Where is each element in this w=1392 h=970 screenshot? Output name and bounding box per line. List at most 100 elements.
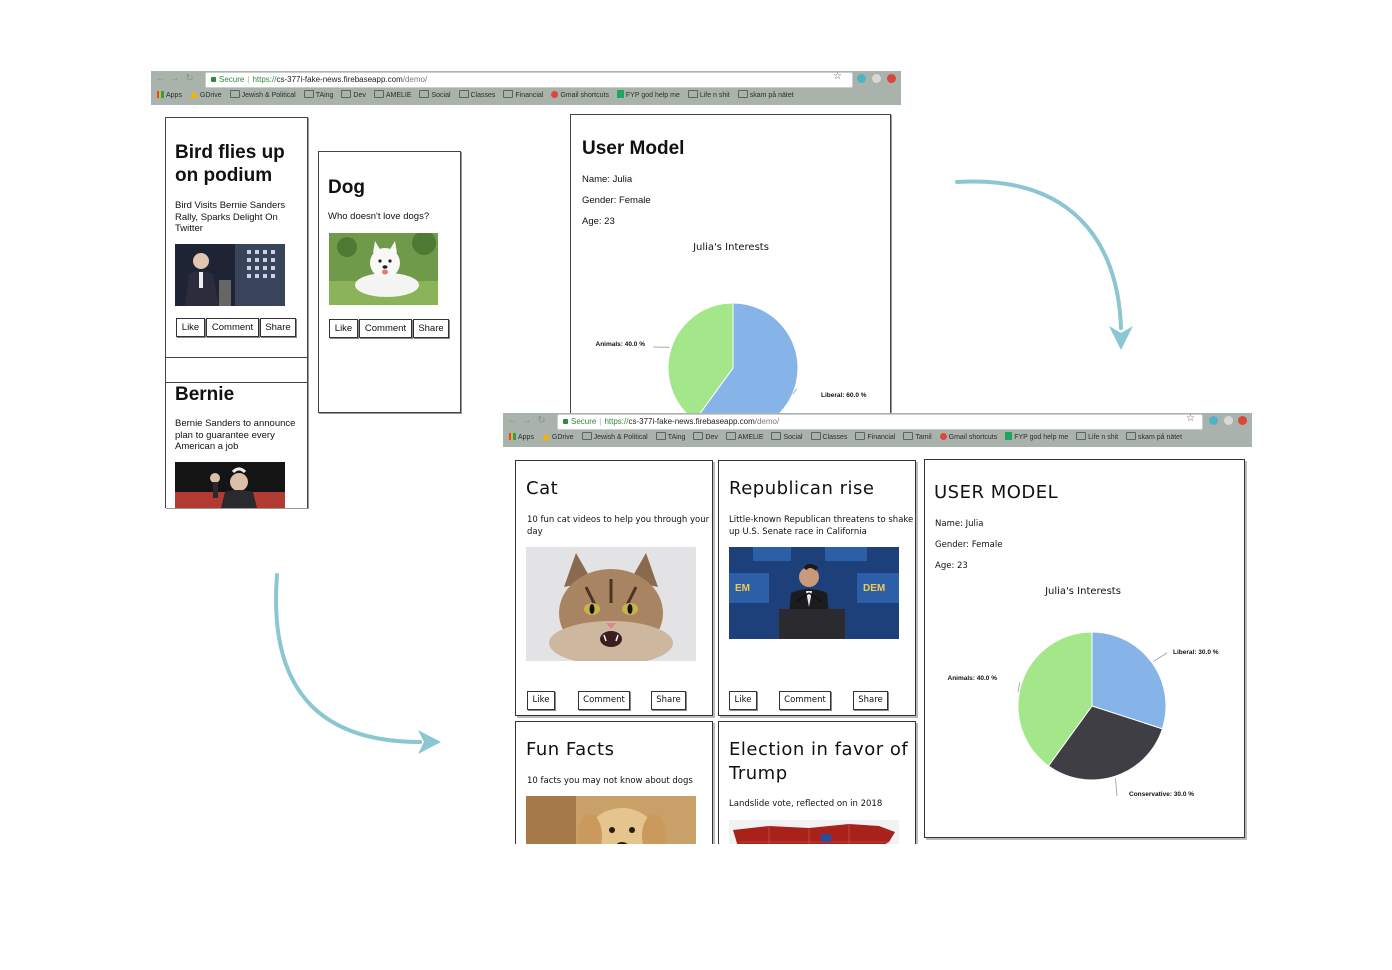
interests-pie-chart: Liberal: 60.0 % Animals: 40.0 % <box>596 302 867 415</box>
bookmark-gdrive[interactable]: GDrive <box>541 430 574 445</box>
bookmark-folder[interactable]: TAing <box>303 88 333 103</box>
news-card-republican: Republican rise Little-known Republican … <box>718 460 916 716</box>
bookmark-star-icon[interactable]: ☆ <box>833 71 842 82</box>
white-dog-photo <box>329 233 438 305</box>
share-button[interactable]: Share <box>853 691 888 710</box>
bookmark-folder[interactable]: Financial <box>503 88 543 103</box>
user-age: Age: 23 <box>582 216 615 227</box>
bookmark-sheet[interactable]: FYP god help me <box>1005 430 1068 445</box>
bookmark-folder[interactable]: Life n shit <box>1076 430 1118 445</box>
forward-icon[interactable]: → <box>169 73 180 84</box>
extension-icon[interactable] <box>1238 416 1247 425</box>
user-model-title: USER MODEL <box>934 482 1059 503</box>
bookmark-folder[interactable]: Classes <box>810 430 847 445</box>
bookmark-folder[interactable]: AMELIE <box>373 88 412 103</box>
leader-line <box>1115 778 1118 797</box>
extension-icon[interactable] <box>1224 416 1233 425</box>
slice-label-liberal: Liberal: 60.0 % <box>821 392 867 399</box>
bookmark-folder[interactable]: TAing <box>655 430 685 445</box>
extension-icon[interactable] <box>1209 416 1218 425</box>
bookmark-folder[interactable]: Life n shit <box>687 88 730 103</box>
like-button[interactable]: Like <box>176 318 205 337</box>
comment-button[interactable]: Comment <box>578 691 630 710</box>
bernie-fist-photo <box>175 462 285 508</box>
address-bar[interactable]: Secure | https://cs-377i-fake-news.firebas… <box>205 72 853 88</box>
bookmark-folder[interactable]: Tamil <box>903 430 932 445</box>
bookmark-skam[interactable]: skam på nätet <box>1126 430 1182 445</box>
bernie-speech-photo <box>175 244 285 306</box>
extension-icon[interactable] <box>857 74 866 83</box>
pie-slice-conservative <box>1047 705 1164 781</box>
bookmark-folder[interactable]: AMELIE <box>725 430 764 445</box>
back-icon[interactable]: ← <box>507 415 518 426</box>
app-page: Cat 10 fun cat videos to help you throug… <box>503 447 1252 844</box>
share-button[interactable]: Share <box>651 691 686 710</box>
extension-icon[interactable] <box>872 74 881 83</box>
wireframe-user-model: User Model Name: Julia Gender: Female Ag… <box>570 114 891 415</box>
user-model-panel: USER MODEL Name: Julia Gender: Female Ag… <box>924 459 1245 838</box>
arrow-down-to-right <box>274 573 422 744</box>
bookmark-gmail-shortcuts[interactable]: Gmail shortcuts <box>551 88 609 103</box>
card-title: Fun Facts <box>526 739 615 760</box>
bookmark-apps[interactable]: Apps <box>509 430 534 445</box>
slice-label-animals: Animals: 40.0 % <box>596 341 646 348</box>
pie-slice-liberal <box>698 302 799 415</box>
lock-icon <box>211 77 216 82</box>
arrowhead-icon <box>418 730 441 754</box>
wireframe-card-bird: Bird flies up on podium Bird Visits Bern… <box>165 117 308 359</box>
bookmark-folder[interactable]: Jewish & Political <box>581 430 648 445</box>
bookmark-folder[interactable]: Social <box>419 88 451 103</box>
card-divider <box>166 382 307 383</box>
news-card-cat: Cat 10 fun cat videos to help you throug… <box>515 460 713 716</box>
card-text: 10 fun cat videos to help you through yo… <box>527 515 710 537</box>
user-model-title: User Model <box>582 138 685 159</box>
like-button[interactable]: Like <box>729 691 757 710</box>
bookmark-sheet[interactable]: FYP god help me <box>616 88 680 103</box>
like-button[interactable]: Like <box>329 319 358 338</box>
news-card-election: Election in favor of Trump Landslide vot… <box>718 721 916 844</box>
comment-button[interactable]: Comment <box>779 691 831 710</box>
share-button[interactable]: Share <box>413 319 449 338</box>
address-bar[interactable]: Secure | https://cs-377i-fake-news.firebas… <box>557 414 1203 430</box>
extension-icon[interactable] <box>887 74 896 83</box>
pie-slice-animals <box>1017 631 1093 767</box>
share-button[interactable]: Share <box>260 318 296 337</box>
slice-label-animals: Animals: 40.0 % <box>948 675 998 682</box>
bookmark-gdrive[interactable]: GDrive <box>189 88 222 103</box>
like-button[interactable]: Like <box>527 691 555 710</box>
bookmark-folder[interactable]: Dev <box>693 430 718 445</box>
wireframe-card-bernie: Bernie Bernie Sanders to announce plan t… <box>165 357 308 508</box>
svg-text:EM: EM <box>735 583 750 594</box>
browser-toolbar-old: ← → ↻ Secure | https://cs-377i-fake-news.f… <box>151 71 901 105</box>
bookmarks-bar: Apps GDrive Jewish & Political TAing Dev… <box>151 88 901 103</box>
politician-podium-photo: EM DEM <box>729 547 899 639</box>
reload-icon[interactable]: ↻ <box>537 415 546 426</box>
bookmark-folder[interactable]: Dev <box>341 88 366 103</box>
card-title: Bernie <box>175 384 235 405</box>
arrow-right-to-down <box>955 179 1123 330</box>
card-title: Dog <box>328 177 365 198</box>
back-icon[interactable]: ← <box>155 73 166 84</box>
bookmark-folder[interactable]: Financial <box>855 430 895 445</box>
reload-icon[interactable]: ↻ <box>185 73 194 84</box>
bookmark-apps[interactable]: Apps <box>157 88 182 103</box>
bookmark-folder[interactable]: Jewish & Political <box>229 88 296 103</box>
pie-slice-animals <box>667 302 734 415</box>
comment-button[interactable]: Comment <box>206 318 259 337</box>
user-name: Name: Julia <box>582 174 633 185</box>
bookmark-folder[interactable]: Classes <box>458 88 495 103</box>
forward-icon[interactable]: → <box>521 415 532 426</box>
card-text: Landslide vote, reflected on in 2018 <box>729 799 883 809</box>
wireframe-card-dog: Dog Who doesn't love dogs? Like Comment … <box>318 151 461 413</box>
bookmark-star-icon[interactable]: ☆ <box>1186 413 1195 424</box>
card-text: Bernie Sanders to announce plan to guara… <box>175 418 296 452</box>
arrowhead-icon <box>1109 326 1133 350</box>
bookmark-skam[interactable]: skam på nätet <box>737 88 794 103</box>
card-title: Bird flies up on podium <box>175 142 285 186</box>
card-text: Little-known Republican threatens to sha… <box>729 515 914 537</box>
news-card-fun-facts: Fun Facts 10 facts you may not know abou… <box>515 721 713 844</box>
comment-button[interactable]: Comment <box>359 319 412 338</box>
bookmark-gmail-shortcuts[interactable]: Gmail shortcuts <box>939 430 997 445</box>
bookmark-folder[interactable]: Social <box>771 430 803 445</box>
cat-photo <box>526 547 696 661</box>
